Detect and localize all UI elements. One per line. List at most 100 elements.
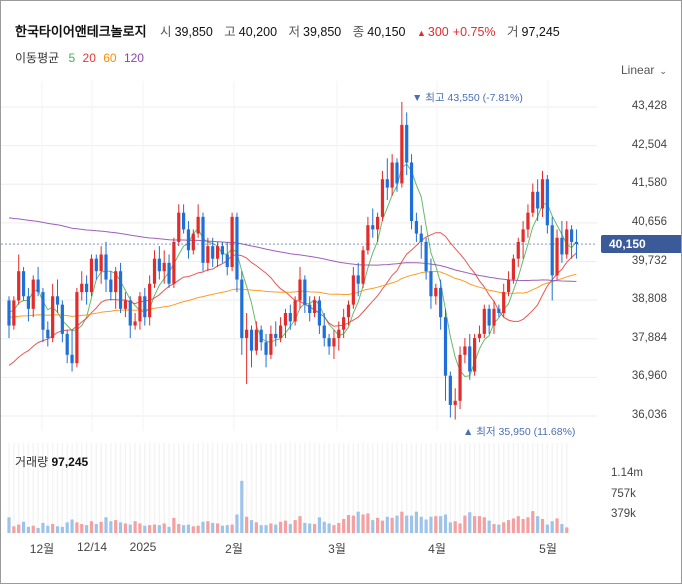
candle [531, 183, 535, 217]
volume-bar [511, 518, 515, 533]
candle [453, 388, 457, 420]
candle [400, 101, 404, 188]
candle-body [434, 287, 438, 297]
volume-bar [104, 517, 108, 533]
volume-bar [346, 515, 351, 533]
volume-chart[interactable] [1, 443, 682, 538]
candle-body [327, 338, 331, 347]
volume-bar [279, 521, 283, 533]
candle [385, 158, 389, 201]
candle [346, 300, 351, 326]
candle [482, 304, 486, 339]
candle [60, 300, 64, 343]
volume-bar [298, 516, 302, 533]
candle-body [380, 179, 385, 217]
ma-20-label: 20 [82, 51, 96, 65]
candle-body [70, 354, 74, 364]
candle [269, 325, 273, 359]
volume-bar [434, 516, 438, 533]
candle-body [36, 279, 40, 293]
candle-body [162, 262, 166, 272]
moving-average-legend[interactable]: 이동평균 5 20 60 120 [15, 49, 148, 66]
candle-body [400, 124, 404, 184]
volume-bar [293, 520, 297, 533]
candle [351, 267, 355, 309]
candle-body [259, 329, 263, 343]
candle [172, 237, 176, 288]
candle [526, 204, 530, 238]
candle [118, 262, 123, 313]
candle [162, 250, 166, 284]
ma-20-line [8, 232, 577, 366]
volume-panel-value: 97,245 [51, 455, 89, 469]
candle [89, 254, 94, 297]
volume-bar [55, 526, 60, 533]
ma-120-label: 120 [123, 51, 144, 65]
volume-bar [220, 525, 224, 533]
candle [570, 225, 574, 259]
volume-bar [288, 524, 292, 533]
candle [376, 212, 380, 242]
candle-body [550, 225, 554, 276]
volume-bar [327, 523, 331, 533]
candle [157, 246, 161, 280]
candle [298, 267, 302, 309]
candle-body [17, 271, 21, 301]
volume-bar [259, 525, 263, 533]
candle-body [560, 237, 564, 255]
volume-bar [283, 520, 288, 533]
candle-body [361, 250, 365, 284]
candle-body [46, 329, 50, 339]
volume-bar [351, 515, 355, 533]
candle [395, 158, 399, 192]
candle [424, 237, 428, 280]
candle-body [148, 283, 152, 318]
candle [448, 371, 452, 418]
volume-bar [337, 522, 341, 533]
volume-bar [230, 524, 234, 533]
candle-body [516, 241, 520, 259]
volume-bar [521, 518, 525, 533]
candle-body [274, 333, 278, 339]
volume-bar [7, 517, 11, 533]
high-annotation: ▼ 최고 43,550 (-7.81%) [412, 92, 523, 104]
candle-body [376, 216, 380, 230]
volume-bar [429, 516, 433, 533]
price-chart[interactable] [1, 81, 682, 436]
volume-bar [332, 525, 336, 533]
candle-body [177, 212, 181, 242]
volume-bar [312, 524, 317, 533]
volume-bar [531, 511, 535, 533]
candle-body [60, 304, 64, 334]
low-value: 39,850 [303, 25, 342, 39]
candle-body [12, 300, 16, 326]
candle-body [240, 279, 244, 339]
candle [245, 313, 249, 385]
candle [308, 296, 312, 322]
candle-body [75, 292, 79, 364]
scale-selector[interactable]: Linear ⌄ [621, 63, 667, 77]
candle [12, 296, 16, 330]
volume-bar [31, 525, 35, 533]
candle [521, 221, 525, 259]
candle [133, 313, 137, 330]
candle-body [570, 229, 574, 242]
last-price-tag: 40,150 [601, 235, 681, 254]
candle [123, 292, 127, 318]
candle-body [351, 275, 355, 305]
candle [186, 221, 191, 259]
volume-bar [342, 518, 346, 533]
candle-body [196, 216, 200, 234]
volume-bar [89, 521, 94, 533]
ma-120-line [8, 217, 577, 282]
candle [230, 212, 234, 272]
candle-body [448, 375, 452, 405]
change-percent: +0.75% [452, 25, 496, 39]
volume-bar [468, 512, 472, 533]
volume-bar [400, 511, 404, 533]
candle-body [482, 308, 486, 334]
candle-body [201, 216, 205, 263]
volume-bar [361, 514, 365, 533]
candle [152, 250, 157, 288]
scale-selector-label: Linear [621, 63, 655, 77]
